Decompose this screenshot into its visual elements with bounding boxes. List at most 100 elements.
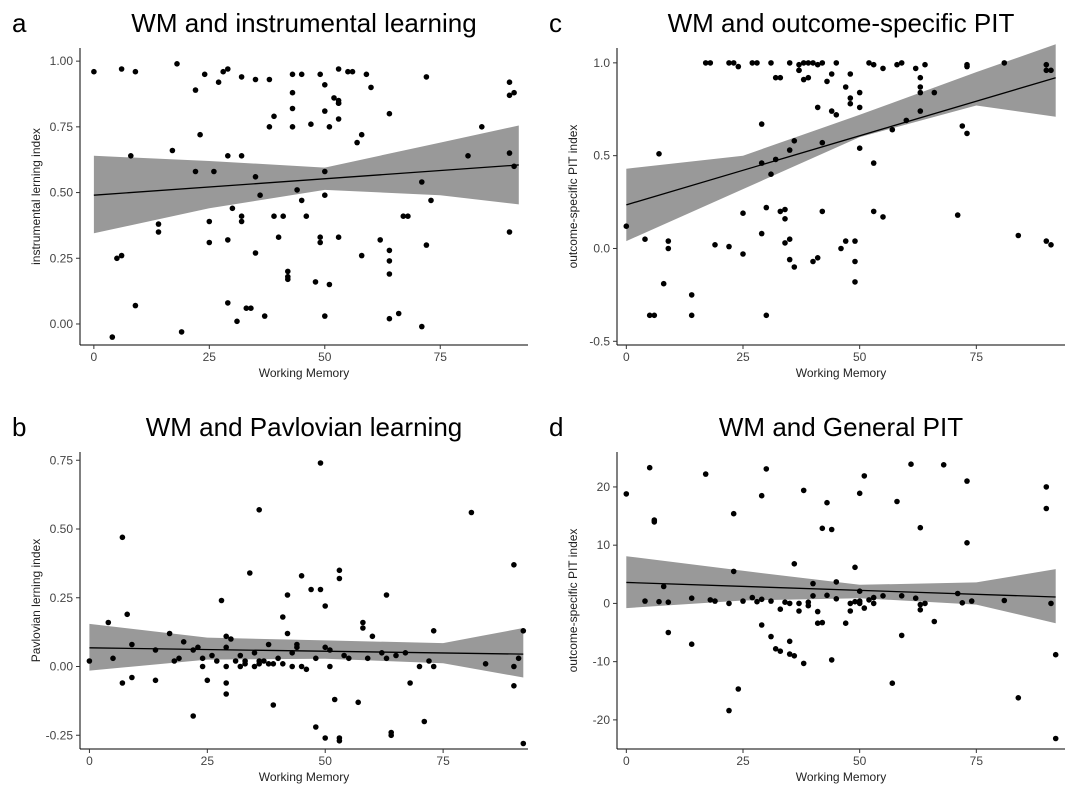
data-point: [665, 238, 672, 244]
data-point: [800, 76, 807, 83]
data-point: [229, 205, 236, 212]
data-point: [421, 718, 428, 725]
data-point: [805, 60, 812, 66]
data-point: [393, 652, 399, 659]
data-point: [800, 660, 807, 667]
data-point: [833, 579, 840, 585]
data-point: [400, 213, 407, 219]
data-point: [786, 600, 793, 607]
data-point: [336, 567, 343, 574]
data-point: [656, 598, 662, 605]
scatter-points: [86, 460, 527, 747]
data-point: [833, 112, 840, 118]
data-point: [238, 213, 245, 219]
y-axis-label: outcome-specific PIT index: [566, 529, 580, 673]
data-point: [515, 655, 522, 662]
data-point: [660, 583, 667, 590]
data-point: [369, 633, 376, 640]
data-point: [169, 147, 176, 154]
data-point: [889, 680, 896, 686]
data-point: [749, 594, 756, 601]
data-point: [847, 608, 854, 614]
data-point: [782, 216, 788, 222]
data-point: [740, 251, 746, 257]
data-point: [964, 478, 970, 484]
x-tick-label: 25: [736, 754, 750, 768]
data-point: [251, 650, 258, 656]
data-point: [917, 607, 924, 613]
data-point: [215, 79, 222, 85]
data-point: [280, 614, 286, 620]
data-point: [364, 655, 371, 662]
data-point: [284, 592, 291, 598]
data-point: [842, 84, 849, 90]
y-tick-label: 0.5: [593, 149, 610, 163]
chart-a: a WM and instrumental learning 0 25 50 75 0.00…: [12, 8, 528, 380]
data-point: [730, 60, 737, 66]
data-point: [786, 60, 793, 66]
data-point: [119, 680, 126, 686]
data-point: [383, 655, 390, 662]
data-point: [758, 596, 765, 603]
data-point: [870, 208, 877, 215]
x-tick-label: 50: [319, 754, 333, 768]
data-point: [261, 313, 268, 319]
chart-title: WM and General PIT: [719, 412, 963, 442]
data-point: [917, 74, 924, 81]
data-point: [828, 108, 835, 114]
data-point: [870, 600, 877, 607]
data-point: [386, 258, 393, 264]
data-point: [190, 647, 196, 653]
data-point: [912, 595, 919, 601]
data-point: [298, 197, 305, 204]
data-point: [688, 641, 695, 647]
data-point: [430, 628, 437, 634]
data-point: [386, 110, 393, 117]
data-point: [656, 151, 662, 157]
data-point: [317, 586, 324, 593]
data-point: [1048, 600, 1054, 607]
data-point: [511, 89, 517, 96]
data-point: [828, 71, 835, 77]
data-point: [257, 192, 263, 198]
data-point: [192, 168, 199, 175]
data-point: [819, 208, 826, 215]
data-point: [810, 593, 816, 599]
data-point: [777, 208, 784, 215]
data-point: [828, 657, 835, 663]
data-point: [426, 658, 432, 664]
data-point: [237, 652, 244, 659]
data-point: [386, 247, 393, 254]
data-point: [763, 466, 770, 472]
data-point: [642, 598, 648, 604]
data-point: [247, 570, 253, 576]
data-point: [726, 600, 732, 607]
data-point: [275, 655, 281, 662]
y-axis-label: outcome-specific PIT index: [566, 125, 580, 269]
panel-d: d WM and General PIT 0 25 50 75 -20 -10 0 10 20 Wor…: [537, 404, 1073, 807]
data-point: [786, 236, 793, 242]
data-point: [335, 100, 342, 106]
data-point: [416, 663, 423, 670]
data-point: [176, 655, 182, 662]
data-point: [1015, 232, 1022, 239]
x-tick-label: 50: [853, 350, 867, 364]
data-point: [335, 116, 342, 122]
chart-c: c WM and outcome-specific PIT 0 25 50 75 -0.5 0…: [549, 8, 1065, 380]
data-point: [423, 74, 430, 80]
data-point: [772, 646, 779, 652]
data-point: [252, 250, 259, 256]
data-point: [1052, 651, 1059, 658]
data-point: [894, 498, 900, 505]
y-tick-label: 0.75: [50, 120, 74, 134]
data-point: [954, 212, 961, 218]
data-point: [726, 707, 732, 714]
data-point: [280, 213, 287, 219]
data-point: [646, 312, 653, 319]
data-point: [308, 586, 314, 593]
data-point: [805, 74, 812, 81]
x-tick-label: 25: [203, 350, 217, 364]
data-point: [506, 92, 513, 99]
data-point: [105, 619, 112, 626]
data-point: [336, 575, 343, 582]
